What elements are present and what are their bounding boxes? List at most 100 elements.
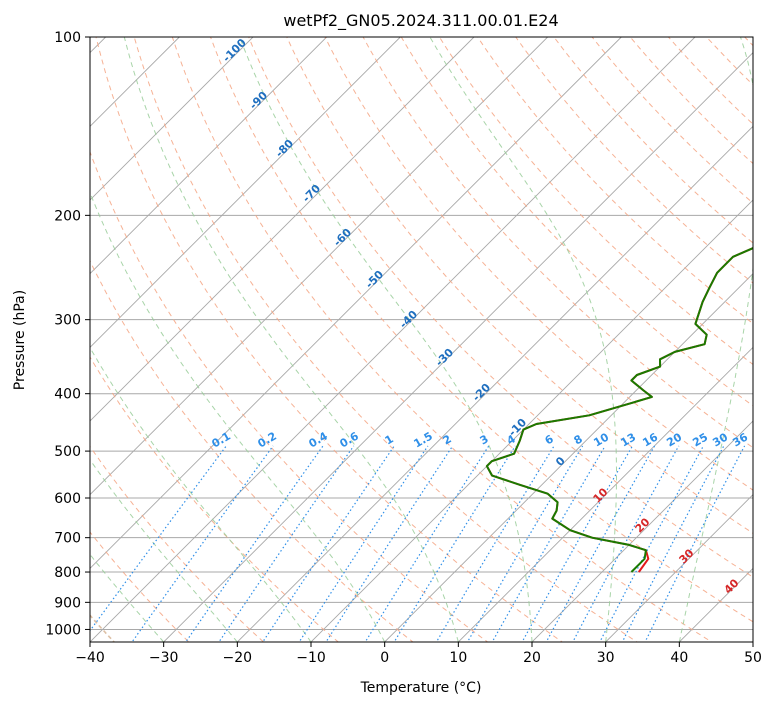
dry-adiabat-line: [515, 37, 753, 284]
mixing-ratio-label: 2: [441, 432, 454, 447]
x-tick-label: 10: [449, 650, 467, 666]
dry-adiabat-line: [477, 37, 753, 325]
dry-adiabat-line: [90, 259, 414, 642]
moist-adiabat-line: [90, 553, 165, 642]
mixing-ratio-line: [621, 445, 725, 642]
dry-adiabat-label: -90: [247, 89, 270, 112]
dry-adiabat-label: -50: [363, 268, 386, 291]
dry-adiabat-line: [95, 37, 564, 642]
dewpoint-profile: [485, 247, 753, 573]
isotherm-line: [90, 37, 401, 348]
dry-adiabat-line: [286, 37, 753, 534]
moist-adiabat-label: 10: [591, 485, 611, 505]
adiabat-labels: -100-90-80-70-60-50-40-30-20-1000.1 0.2 0.…: [210, 36, 751, 597]
x-tick-label: 0: [380, 650, 389, 666]
mixing-ratio-label: 16: [640, 430, 660, 449]
dry-adiabat-label: -40: [397, 308, 420, 331]
dry-adiabat-label: -20: [470, 381, 493, 404]
y-tick-label: 100: [54, 30, 81, 46]
mixing-ratio-label: 13: [618, 431, 638, 450]
dry-adiabat-line: [171, 37, 713, 642]
dry-adiabat-line: [209, 37, 753, 623]
x-tick-label: −30: [149, 650, 179, 666]
mixing-ratio-label: 25: [690, 431, 710, 450]
mixing-ratio-line: [521, 445, 634, 642]
isotherm-line: [90, 37, 548, 496]
y-axis-ticks: 100 200 300 400 500 600 700 800 900 1000: [45, 30, 90, 638]
mixing-ratio-label: 10: [591, 430, 611, 449]
mixing-ratio-line: [325, 445, 454, 642]
y-tick-label: 500: [54, 444, 81, 460]
mixing-ratio-line: [298, 445, 429, 642]
isotherm-line: [163, 52, 753, 642]
mixing-ratio-label: 6: [543, 432, 556, 447]
chart-title: wetPf2_GN05.2024.311.00.01.E24: [283, 11, 558, 31]
mixing-ratio-line: [185, 445, 324, 642]
plot-frame: [89, 36, 754, 643]
isotherm-line: [90, 37, 696, 642]
moist-adiabat-line: [90, 346, 312, 642]
y-tick-label: 900: [54, 595, 81, 611]
mixing-ratio-label: 0.1: [210, 429, 233, 450]
mixing-ratio-label: 0.4: [307, 429, 331, 450]
x-tick-label: −10: [296, 650, 326, 666]
mixing-ratio-label: 0.6: [338, 429, 362, 450]
isotherm-line: [531, 420, 753, 642]
mixing-ratio-line: [364, 445, 490, 642]
dry-adiabat-label: -80: [273, 137, 296, 160]
mixing-ratio-line: [435, 445, 555, 642]
y-tick-label: 200: [54, 208, 81, 224]
mixing-ratio-line: [262, 445, 395, 642]
y-axis-label: Pressure (hPa): [12, 290, 28, 390]
dry-adiabat-line: [90, 356, 340, 642]
dry-adiabat-line: [667, 37, 753, 125]
dry-adiabat-line: [770, 24, 775, 654]
dry-adiabat-line: [248, 37, 753, 578]
isotherm-line: [605, 494, 753, 642]
y-tick-label: 600: [54, 491, 81, 507]
moist-adiabat-label: 40: [722, 576, 742, 596]
mixing-ratio-line: [599, 445, 704, 642]
dry-adiabat-line: [90, 445, 265, 642]
moist-adiabat-line: [429, 37, 617, 642]
moist-adiabat-label: 30: [677, 546, 697, 566]
dry-adiabat-line: [324, 37, 753, 491]
mixing-ratio-label: 8: [572, 432, 585, 447]
isotherm-line: [90, 37, 622, 569]
mixing-ratio-line: [572, 445, 680, 642]
x-axis-ticks: −40 −30 −20 −10 0 10 20 30 40 50: [75, 642, 762, 666]
dry-adiabat-line: [90, 150, 489, 642]
dry-adiabat-line: [400, 37, 753, 407]
mixing-ratio-line: [644, 445, 746, 642]
x-tick-label: 40: [670, 650, 688, 666]
moist-adiabat-line: [123, 37, 459, 642]
dry-adiabat-line: [438, 37, 753, 366]
dry-adiabat-label: -70: [300, 182, 323, 205]
isotherm-line: [237, 125, 753, 642]
moist-adiabat-line: [752, 640, 753, 642]
x-tick-label: −20: [223, 650, 253, 666]
x-tick-label: 50: [744, 650, 762, 666]
dry-adiabat-line: [362, 37, 753, 449]
y-tick-label: 800: [54, 565, 81, 581]
y-tick-label: 700: [54, 531, 81, 547]
dry-adiabat-line: [133, 37, 638, 642]
x-tick-label: 30: [597, 650, 615, 666]
mixing-ratio-line: [466, 445, 584, 642]
isotherm-line: [458, 346, 753, 642]
mixing-ratio-line: [218, 445, 355, 642]
mixing-ratio-line: [545, 445, 656, 642]
x-tick-label: 20: [523, 650, 541, 666]
isotherm-line: [90, 37, 327, 275]
background-lines: [90, 24, 775, 654]
isotherm-line: [384, 273, 753, 642]
y-tick-label: 1000: [45, 622, 81, 638]
mixing-ratio-label: 0.2: [256, 429, 279, 450]
dry-adiabat-line: [744, 37, 753, 47]
y-tick-label: 300: [54, 313, 81, 329]
x-axis-label: Temperature (°C): [360, 680, 482, 696]
dry-adiabat-label: -60: [331, 226, 354, 249]
isotherm-line: [679, 567, 753, 642]
mixing-ratio-label: 1: [383, 432, 396, 447]
dry-adiabat-line: [90, 531, 190, 642]
